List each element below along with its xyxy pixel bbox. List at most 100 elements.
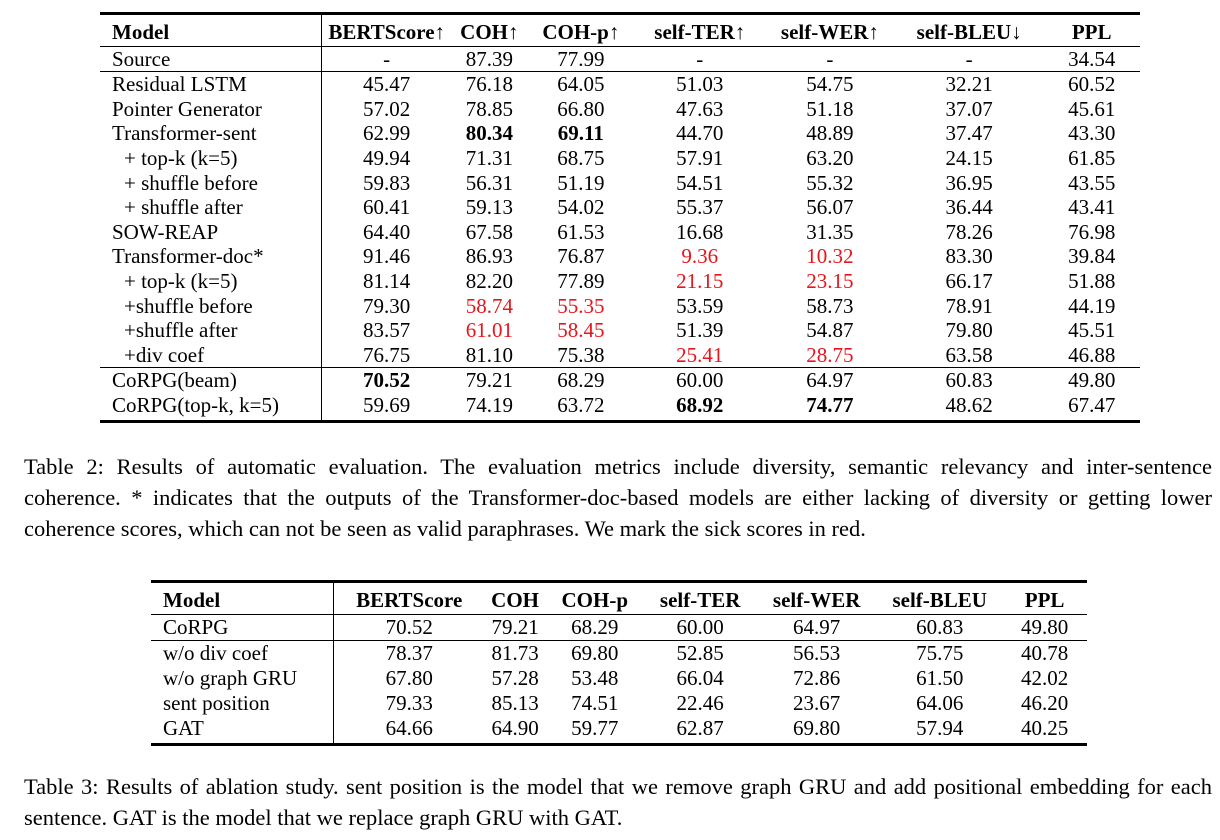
table-cell: 76.75: [363, 342, 411, 367]
table-cell: -: [965, 46, 973, 71]
table-cell: 36.95: [945, 170, 993, 195]
table-3-caption: Table 3: Results of ablation study. sent…: [24, 774, 1212, 830]
table-cell: 61.50: [916, 666, 964, 690]
table-cell: 71.31: [465, 145, 513, 170]
table-row: Pointer Generator 57.02 78.85 66.80 47.63 51.…: [100, 96, 1140, 122]
row-label: CoRPG(top-k, k=5): [100, 392, 322, 423]
row-label: + shuffle before: [100, 170, 322, 196]
table-cell: 83.30: [945, 244, 993, 269]
table-cell: 69.80: [756, 716, 878, 746]
table-cell: 39.84: [1068, 244, 1116, 269]
column-header: COH-p↑: [526, 13, 635, 47]
table-cell: 61.85: [1068, 145, 1116, 170]
column-header: self-WER: [756, 581, 878, 615]
table-cell: 83.57: [363, 318, 411, 343]
results-table-body: Source -87.39 77.99- - -34.54 Residual LSTM 45…: [100, 46, 1140, 423]
table-cell: 49.80: [1043, 367, 1140, 393]
column-header: self-WER↑: [764, 13, 895, 47]
table-cell: 76.18: [451, 71, 527, 97]
table-row: CoRPG(beam) 70.52 79.21 68.29 60.00 64.97 60.8…: [100, 367, 1140, 393]
table-cell: 59.13: [465, 195, 513, 220]
table-cell: 72.86: [793, 666, 841, 690]
table-cell: 64.97: [764, 367, 895, 393]
table-cell: 67.58: [465, 219, 513, 244]
table-cell: 64.97: [793, 615, 841, 639]
ablation-table-body: CoRPG 70.52 79.21 68.29 60.00 64.97 60.83 49.80…: [151, 614, 1087, 746]
table-cell: 52.85: [644, 640, 757, 666]
table-cell: 54.87: [806, 318, 854, 343]
table-cell: 51.19: [557, 170, 605, 195]
table-cell: 53.48: [571, 666, 619, 690]
column-header: self-TER: [644, 581, 757, 615]
table-cell: 23.67: [793, 691, 841, 715]
table-cell: 61.01: [465, 318, 513, 343]
table-cell: 44.19: [1068, 293, 1116, 318]
column-header: Model: [151, 581, 334, 615]
column-header: Model: [100, 13, 322, 47]
table-cell: 64.06: [916, 691, 964, 715]
table-cell: 57.94: [877, 716, 1003, 746]
table-cell: 81.10: [465, 342, 513, 367]
table-cell: 60.41: [363, 195, 411, 220]
table-cell: 43.41: [1068, 195, 1116, 220]
table-row: +shuffle before 79.30 58.74 55.35 53.59 58.73…: [100, 293, 1140, 319]
table-cell: 21.15: [676, 268, 724, 293]
table-cell: 70.52: [385, 615, 433, 639]
row-label: Transformer-doc*: [100, 244, 322, 269]
table-cell: 34.54: [1068, 46, 1116, 71]
row-label: Source: [100, 46, 322, 72]
table-cell: 24.15: [945, 145, 993, 170]
table-cell: 60.83: [916, 615, 964, 639]
table-cell: 45.61: [1068, 96, 1116, 121]
row-label: CoRPG: [151, 614, 334, 641]
table-cell: 31.35: [806, 219, 854, 244]
table-cell: 49.80: [1021, 615, 1069, 639]
row-label: sent position: [151, 691, 334, 716]
table-row: + top-k (k=5) 49.94 71.31 68.75 57.91 63.20 24…: [100, 145, 1140, 171]
table-cell: 91.46: [363, 244, 411, 269]
table-row: Source - 87.39 77.99 - - - 34.54: [100, 46, 1140, 72]
column-header: COH: [484, 581, 546, 615]
table-cell: 74.19: [451, 392, 527, 423]
table-cell: 79.21: [491, 615, 539, 639]
table-cell: 56.31: [465, 170, 513, 195]
table-row: Transformer-doc* 91.46 86.93 76.87 9.36 10.32…: [100, 244, 1140, 269]
table-cell: 63.20: [806, 145, 854, 170]
table-cell: 37.47: [945, 121, 993, 146]
row-label: SOW-REAP: [100, 219, 322, 245]
table-row: GAT 64.66 64.90 59.77 62.87 69.80 57.94 40.25: [151, 716, 1087, 746]
table-cell: 51.88: [1068, 268, 1116, 293]
table-cell: 75.38: [557, 342, 605, 367]
table-cell: 42.02: [1021, 666, 1069, 690]
table-row: Transformer-sent 62.99 80.34 69.11 44.70 48.8…: [100, 121, 1140, 146]
table-cell: 40.78: [1002, 640, 1087, 666]
table-cell: 76.98: [1068, 219, 1116, 244]
table-cell: 49.94: [363, 145, 411, 170]
table-cell: 47.63: [676, 96, 724, 121]
row-label: +shuffle after: [100, 318, 322, 343]
table-cell: 55.37: [676, 195, 724, 220]
table-cell: 66.17: [945, 268, 993, 293]
table-row: + shuffle after 60.41 59.13 54.02 55.37 56.07…: [100, 195, 1140, 220]
table-cell: 58.74: [465, 293, 513, 318]
column-header: self-BLEU: [877, 581, 1003, 615]
row-label: w/o graph GRU: [151, 666, 334, 691]
column-header: COH-p: [545, 581, 645, 615]
ablation-table: Model BERTScore COH COH-p self-TER self-WER se…: [151, 580, 1087, 746]
table-cell: 66.80: [557, 96, 605, 121]
table-cell: 45.51: [1068, 318, 1116, 343]
row-label: + shuffle after: [100, 195, 322, 220]
table-cell: 74.51: [571, 691, 619, 715]
table-cell: 81.73: [484, 640, 546, 666]
table-cell: 75.75: [877, 640, 1003, 666]
table-cell: 23.15: [806, 268, 854, 293]
table-cell: 43.30: [1068, 121, 1116, 146]
table-cell: 58.45: [557, 318, 605, 343]
table-cell: 64.66: [333, 716, 485, 746]
row-label: +div coef: [100, 342, 322, 368]
table-row: w/o div coef 78.37 81.73 69.80 52.85 56.53 75.…: [151, 640, 1087, 666]
table-cell: 78.91: [945, 293, 993, 318]
table-cell: 67.80: [385, 666, 433, 690]
table-cell: 53.59: [676, 293, 724, 318]
table-cell: 60.52: [1043, 71, 1140, 97]
